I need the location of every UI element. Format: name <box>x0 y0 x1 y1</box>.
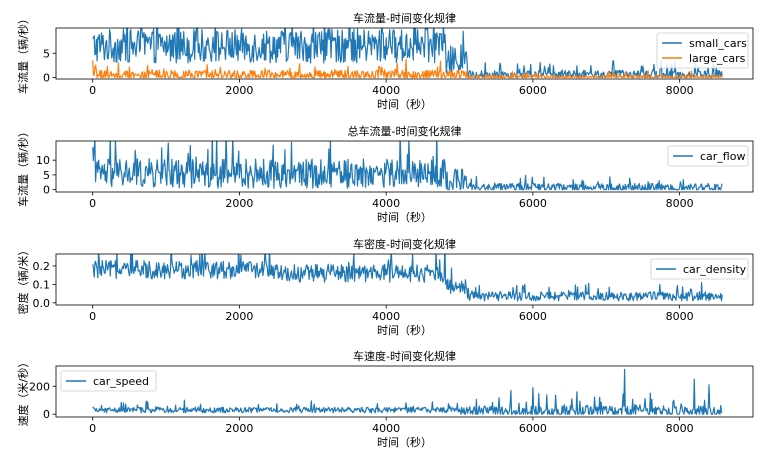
x-tick-label: 4000 <box>372 84 400 97</box>
legend-label-large_cars: large_cars <box>689 52 746 65</box>
x-tick-label: 0 <box>89 197 96 210</box>
chart-panel-4: 车速度-时间变化规律 0 2000 4000 6000 8000 0 200 时间（秒） 速度（米… <box>16 349 754 449</box>
chart-title: 车速度-时间变化规律 <box>353 349 456 363</box>
y-tick-label: 0 <box>43 184 50 197</box>
chart-title: 车密度-时间变化规律 <box>353 237 456 251</box>
x-tick-label: 8000 <box>666 422 694 435</box>
legend: small_cars large_cars <box>656 32 749 69</box>
x-tick-label: 6000 <box>519 310 547 323</box>
y-tick-label: 0 <box>43 72 50 85</box>
y-tick-label: 0.0 <box>33 297 51 310</box>
x-tick-label: 2000 <box>225 84 253 97</box>
y-tick-label: 5 <box>43 169 50 182</box>
legend-box <box>650 258 749 280</box>
legend-box <box>60 370 157 392</box>
x-tick-label: 8000 <box>666 310 694 323</box>
x-tick-label: 2000 <box>225 197 253 210</box>
x-tick-label: 2000 <box>225 422 253 435</box>
y-axis-label: 车流量（辆/秒） <box>16 126 30 207</box>
series-line-small_cars <box>92 28 723 79</box>
y-axis-label: 密度（辆/米） <box>16 245 30 315</box>
legend-label-car_flow: car_flow <box>700 150 745 163</box>
x-axis-label: 时间（秒） <box>377 97 432 111</box>
x-tick-label: 4000 <box>372 422 400 435</box>
x-axis-label: 时间（秒） <box>377 435 432 449</box>
legend-box <box>667 145 749 167</box>
chart-panel-3: 车密度-时间变化规律 0 2000 4000 6000 8000 0.0 0.1 0.2 时间（秒… <box>16 237 754 337</box>
x-tick-label: 4000 <box>372 310 400 323</box>
legend-label-small_cars: small_cars <box>689 37 747 50</box>
y-tick-label: 0.2 <box>33 260 51 273</box>
axes-frame <box>55 365 754 418</box>
x-tick-label: 0 <box>89 422 96 435</box>
plot-area <box>92 254 723 302</box>
legend-label-car_density: car_density <box>683 263 747 276</box>
legend: car_speed <box>60 370 157 392</box>
chart-title: 总车流量-时间变化规律 <box>348 124 462 138</box>
y-axis-label: 速度（米/秒） <box>16 357 30 427</box>
series-line-large_cars <box>92 58 723 79</box>
x-axis-label: 时间（秒） <box>377 323 432 337</box>
x-tick-label: 0 <box>89 310 96 323</box>
axes-frame <box>55 253 754 306</box>
legend: car_density <box>650 258 749 280</box>
y-tick-label: 0.1 <box>33 278 51 291</box>
axes-frame <box>55 140 754 193</box>
y-tick-label: 10 <box>36 154 50 167</box>
legend: car_flow <box>667 145 749 167</box>
legend-box <box>656 32 749 69</box>
legend-label-car_speed: car_speed <box>93 375 149 388</box>
series-line-car_density <box>92 254 723 302</box>
x-tick-label: 0 <box>89 84 96 97</box>
x-axis-label: 时间（秒） <box>377 210 432 224</box>
x-tick-label: 2000 <box>225 310 253 323</box>
plot-area <box>92 28 723 79</box>
plot-area <box>92 368 723 415</box>
y-tick-label: 0 <box>43 408 50 421</box>
x-tick-label: 6000 <box>519 422 547 435</box>
chart-panel-1: 车流量-时间变化规律 0 2000 4000 6000 8000 0 5 时间（秒） 车流量（辆/… <box>16 11 754 111</box>
x-tick-label: 6000 <box>519 197 547 210</box>
x-tick-label: 4000 <box>372 197 400 210</box>
y-tick-label: 5 <box>43 47 50 60</box>
y-tick-label: 200 <box>29 380 50 393</box>
chart-title: 车流量-时间变化规律 <box>353 11 456 25</box>
series-line-car_flow <box>92 141 723 191</box>
x-tick-label: 8000 <box>666 197 694 210</box>
x-tick-label: 6000 <box>519 84 547 97</box>
chart-panel-2: 总车流量-时间变化规律 0 2000 4000 6000 8000 0 5 10 时间（秒） 车流量… <box>16 124 754 224</box>
series-line-car_speed <box>92 368 723 415</box>
y-axis-label: 车流量（辆/秒） <box>16 13 30 94</box>
plot-area <box>92 141 723 191</box>
x-tick-label: 8000 <box>666 84 694 97</box>
